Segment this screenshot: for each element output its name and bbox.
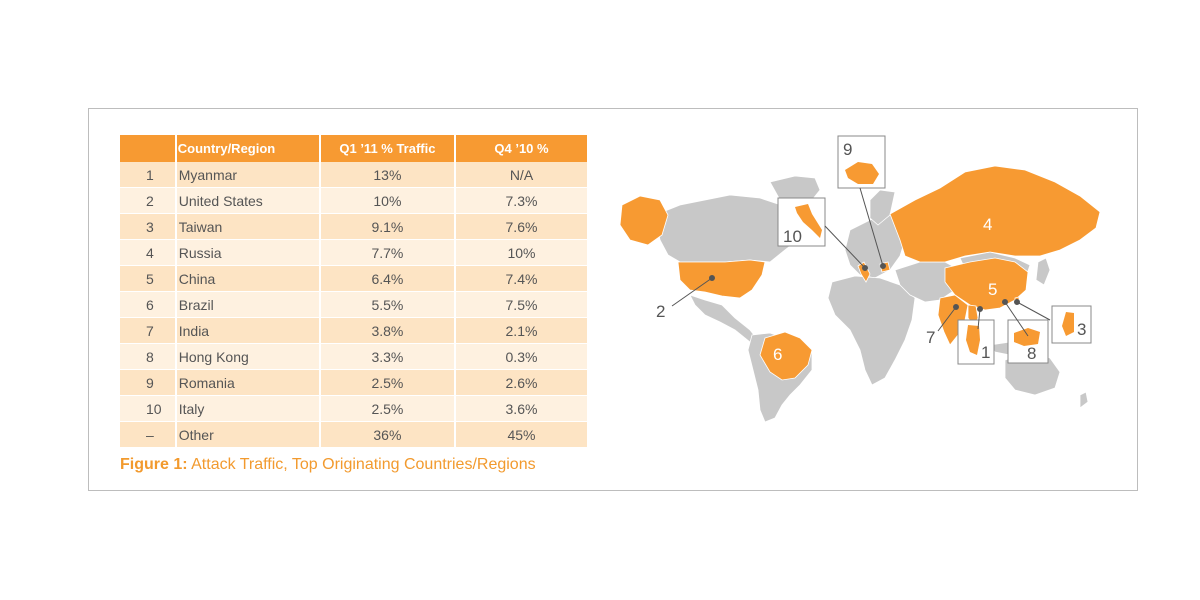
cell-q4-traffic: N/A bbox=[454, 162, 587, 188]
cell-q1-traffic: 3.3% bbox=[319, 343, 456, 370]
russia-shape bbox=[889, 165, 1101, 263]
cell-q1-traffic: 9.1% bbox=[319, 213, 456, 240]
leader-lines bbox=[671, 187, 1051, 337]
cell-q1-traffic: 7.7% bbox=[319, 239, 456, 266]
cell-country: Myanmar bbox=[175, 162, 321, 188]
cell-rank: 1 bbox=[120, 162, 177, 188]
cell-rank: 2 bbox=[120, 187, 177, 214]
caption-label: Figure 1: bbox=[120, 456, 188, 473]
table-row: 8 Hong Kong 3.3% 0.3% bbox=[120, 343, 587, 370]
marker-china: 5 bbox=[988, 280, 997, 299]
inset-italy bbox=[777, 197, 826, 247]
cell-q1-traffic: 36% bbox=[319, 421, 456, 448]
marker-brazil: 6 bbox=[773, 345, 782, 364]
cell-country: Romania bbox=[175, 369, 321, 396]
cell-q1-traffic: 13% bbox=[319, 162, 456, 188]
inset-romania bbox=[837, 135, 886, 189]
table-row: 2 United States 10% 7.3% bbox=[120, 187, 587, 214]
inset-taiwan bbox=[1051, 305, 1092, 344]
cell-q1-traffic: 3.8% bbox=[319, 317, 456, 344]
highlighted-countries bbox=[619, 165, 1101, 381]
table-row: 10 Italy 2.5% 3.6% bbox=[120, 395, 587, 422]
cell-q4-traffic: 10% bbox=[454, 239, 587, 266]
cell-q4-traffic: 3.6% bbox=[454, 395, 587, 422]
cell-country: Italy bbox=[175, 395, 321, 422]
marker-india: 7 bbox=[926, 328, 935, 347]
cell-q1-traffic: 5.5% bbox=[319, 291, 456, 318]
table-header-row: Country/Region Q1 ’11 % Traffic Q4 ’10 % bbox=[120, 135, 587, 162]
cell-country: Russia bbox=[175, 239, 321, 266]
inset-hongkong bbox=[1007, 319, 1049, 364]
cell-q4-traffic: 7.3% bbox=[454, 187, 587, 214]
cell-q4-traffic: 7.5% bbox=[454, 291, 587, 318]
traffic-table: Country/Region Q1 ’11 % Traffic Q4 ’10 %… bbox=[120, 135, 587, 448]
cell-country: United States bbox=[175, 187, 321, 214]
cell-rank: 8 bbox=[120, 343, 177, 370]
italy-shape bbox=[857, 261, 871, 283]
cell-q1-traffic: 6.4% bbox=[319, 265, 456, 292]
header-q1: Q1 ’11 % Traffic bbox=[319, 135, 456, 162]
figure-caption: Figure 1: Attack Traffic, Top Originatin… bbox=[120, 456, 536, 474]
cell-q4-traffic: 2.6% bbox=[454, 369, 587, 396]
table-row: 4 Russia 7.7% 10% bbox=[120, 239, 587, 266]
table-row: 3 Taiwan 9.1% 7.6% bbox=[120, 213, 587, 240]
cell-rank: 10 bbox=[120, 395, 177, 422]
inset-myanmar bbox=[957, 319, 995, 365]
brazil-shape bbox=[759, 331, 813, 381]
table-row: 9 Romania 2.5% 2.6% bbox=[120, 369, 587, 396]
cell-rank: 9 bbox=[120, 369, 177, 396]
table-row: 5 China 6.4% 7.4% bbox=[120, 265, 587, 292]
header-q4: Q4 ’10 % bbox=[454, 135, 587, 162]
cell-rank: 7 bbox=[120, 317, 177, 344]
cell-rank: 5 bbox=[120, 265, 177, 292]
cell-q4-traffic: 7.4% bbox=[454, 265, 587, 292]
cell-country: Taiwan bbox=[175, 213, 321, 240]
caption-text: Attack Traffic, Top Originating Countrie… bbox=[187, 456, 536, 473]
cell-q1-traffic: 10% bbox=[319, 187, 456, 214]
header-country: Country/Region bbox=[175, 135, 321, 162]
table-row: 1 Myanmar 13% N/A bbox=[120, 162, 587, 188]
cell-q4-traffic: 45% bbox=[454, 421, 587, 448]
marker-italy: 10 bbox=[783, 227, 802, 246]
united-states-shape bbox=[677, 259, 766, 299]
cell-country: India bbox=[175, 317, 321, 344]
table-row: – Other 36% 45% bbox=[120, 421, 587, 448]
header-rank bbox=[120, 135, 177, 162]
cell-rank: 6 bbox=[120, 291, 177, 318]
cell-q1-traffic: 2.5% bbox=[319, 369, 456, 396]
cell-q4-traffic: 2.1% bbox=[454, 317, 587, 344]
figure-frame: Country/Region Q1 ’11 % Traffic Q4 ’10 %… bbox=[88, 108, 1138, 491]
cell-q4-traffic: 7.6% bbox=[454, 213, 587, 240]
cell-country: China bbox=[175, 265, 321, 292]
cell-q4-traffic: 0.3% bbox=[454, 343, 587, 370]
marker-hongkong: 8 bbox=[1027, 344, 1036, 363]
cell-rank: 4 bbox=[120, 239, 177, 266]
table-row: 7 India 3.8% 2.1% bbox=[120, 317, 587, 344]
table-row: 6 Brazil 5.5% 7.5% bbox=[120, 291, 587, 318]
cell-country: Hong Kong bbox=[175, 343, 321, 370]
cell-country: Brazil bbox=[175, 291, 321, 318]
alaska-shape bbox=[619, 195, 669, 246]
cell-country: Other bbox=[175, 421, 321, 448]
marker-romania: 9 bbox=[843, 140, 852, 159]
cell-rank: – bbox=[120, 421, 177, 448]
cell-q1-traffic: 2.5% bbox=[319, 395, 456, 422]
marker-myanmar: 1 bbox=[981, 343, 990, 362]
table-body: 1 Myanmar 13% N/A 2 United States 10% 7.3% 3 Taiw… bbox=[120, 162, 587, 448]
marker-us: 2 bbox=[656, 302, 665, 321]
cell-rank: 3 bbox=[120, 213, 177, 240]
marker-russia: 4 bbox=[983, 215, 992, 234]
marker-taiwan: 3 bbox=[1077, 320, 1086, 339]
